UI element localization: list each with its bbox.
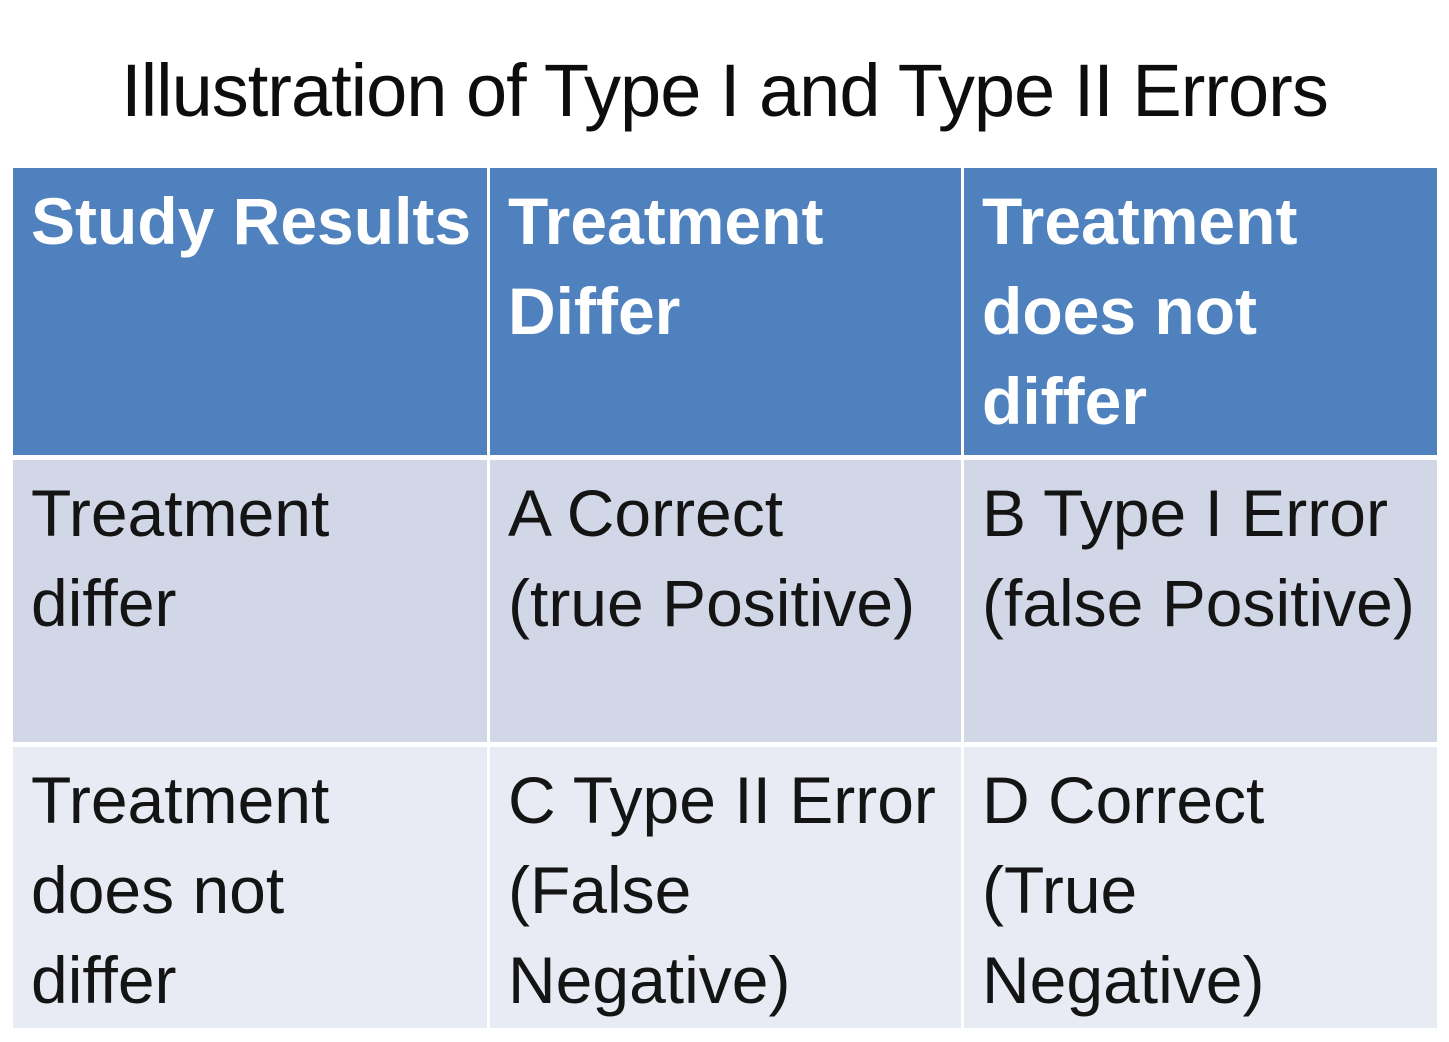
row2-cell-treatment-does-not-differ-label: Treatment does not differ: [13, 742, 487, 1028]
header-cell-study-results: Study Results: [13, 168, 487, 455]
row1-cell-b-type-i-error-false-positive: B Type I Error (false Positive): [961, 455, 1437, 742]
row2-cell-d-correct-true-negative: D Correct (True Negative): [961, 742, 1437, 1028]
row1-cell-treatment-differ-label: Treatment differ: [13, 455, 487, 742]
row2-cell-c-type-ii-error-false-negative: C Type II Error (False Negative): [487, 742, 961, 1028]
slide-title: Illustration of Type I and Type II Error…: [121, 49, 1329, 132]
results-table: Study Results Treatment Differ Treatment…: [13, 168, 1437, 1028]
header-cell-treatment-does-not-differ: Treatment does not differ: [961, 168, 1437, 455]
row1-cell-a-correct-true-positive: A Correct (true Positive): [487, 455, 961, 742]
header-cell-treatment-differ: Treatment Differ: [487, 168, 961, 455]
